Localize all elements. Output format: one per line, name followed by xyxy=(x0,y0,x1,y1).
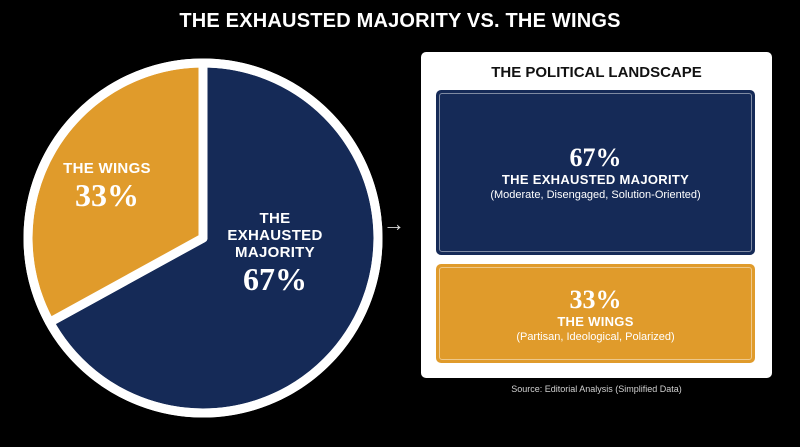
wings-box-name: THE WINGS xyxy=(557,314,634,329)
majority-slice-percent: 67% xyxy=(243,261,307,297)
majority-slice-name-line1: THE xyxy=(259,210,291,227)
majority-box-description: (Moderate, Disengaged, Solution-Oriented… xyxy=(490,189,701,201)
source-note: Source: Editorial Analysis (Simplified D… xyxy=(511,384,682,394)
majority-slice-label: THE EXHAUSTED MAJORITY 67% xyxy=(210,210,340,297)
pie-outline xyxy=(23,58,383,418)
majority-box: 67% THE EXHAUSTED MAJORITY (Moderate, Di… xyxy=(436,90,755,255)
panel-title: THE POLITICAL LANDSCAPE xyxy=(491,64,702,81)
wings-slice-label: THE WINGS 33% xyxy=(52,160,162,213)
majority-slice-name-line3: MAJORITY xyxy=(235,244,315,261)
majority-box-border xyxy=(439,93,752,252)
wings-box: 33% THE WINGS (Partisan, Ideological, Po… xyxy=(436,264,755,363)
majority-slice-name-line2: EXHAUSTED xyxy=(227,227,323,244)
wings-box-description: (Partisan, Ideological, Polarized) xyxy=(516,331,675,343)
wings-box-border xyxy=(439,267,752,360)
majority-box-percent: 67% xyxy=(569,143,622,172)
wings-slice-name: THE WINGS xyxy=(63,160,151,177)
wings-box-percent: 33% xyxy=(569,285,622,314)
wings-slice-percent: 33% xyxy=(75,177,139,213)
majority-box-name: THE EXHAUSTED MAJORITY xyxy=(501,172,690,187)
arrow-right-icon: → xyxy=(383,211,405,236)
political-landscape-panel: THE POLITICAL LANDSCAPE 67% THE EXHAUSTE… xyxy=(421,52,772,378)
main-title: THE EXHAUSTED MAJORITY VS. THE WINGS xyxy=(179,10,621,32)
